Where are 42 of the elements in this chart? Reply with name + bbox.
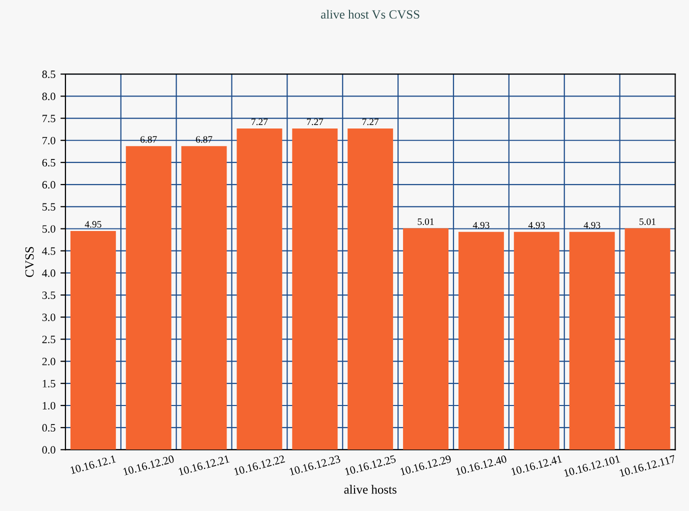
bar: [126, 146, 172, 450]
bar: [236, 128, 282, 450]
data-label: 4.93: [584, 222, 600, 229]
x-axis-title: alive hosts: [344, 484, 396, 494]
bar: [70, 230, 116, 450]
bar: [514, 232, 560, 450]
bar: [348, 128, 394, 450]
x-tick-label: 10.16.12.1: [70, 455, 116, 474]
data-label: 7.27: [362, 118, 379, 126]
y-tick-label: 2.5: [42, 336, 56, 344]
chart-title: alive host Vs CVSS: [321, 10, 420, 19]
data-label: 4.93: [528, 222, 545, 229]
y-tick-label: 3.5: [42, 292, 56, 300]
data-label: 5.01: [640, 218, 656, 225]
data-label: 4.93: [472, 222, 490, 229]
data-label: 4.95: [84, 221, 102, 228]
y-tick-label: 7.5: [42, 114, 56, 122]
y-tick-label: 0.0: [42, 446, 56, 454]
bar: [181, 146, 227, 450]
data-label: 7.27: [252, 118, 268, 126]
y-tick-label: 1.5: [42, 380, 56, 388]
y-tick-label: 5.0: [42, 225, 56, 233]
y-tick-label: 1.0: [42, 402, 56, 410]
bar: [569, 232, 615, 450]
y-tick-label: 7.0: [42, 136, 56, 144]
bar: [403, 228, 448, 450]
data-label: 5.01: [418, 218, 434, 225]
y-tick-label: 5.5: [42, 203, 56, 211]
y-tick-label: 3.0: [42, 314, 56, 322]
y-tick-label: 6.5: [42, 158, 56, 166]
y-tick-label: 4.5: [42, 247, 56, 255]
y-tick-label: 8.5: [42, 70, 56, 78]
y-tick-label: 8.0: [42, 92, 56, 100]
bar: [292, 128, 338, 450]
data-label: 7.27: [307, 118, 324, 126]
y-tick-label: 4.0: [42, 269, 56, 277]
y-tick-label: 2.0: [42, 358, 56, 366]
y-tick-label: 6.0: [42, 181, 56, 189]
bar: [624, 228, 670, 450]
y-tick-label: 0.5: [42, 424, 56, 432]
bar: [458, 232, 504, 450]
y-axis-title: CVSS: [25, 247, 34, 278]
